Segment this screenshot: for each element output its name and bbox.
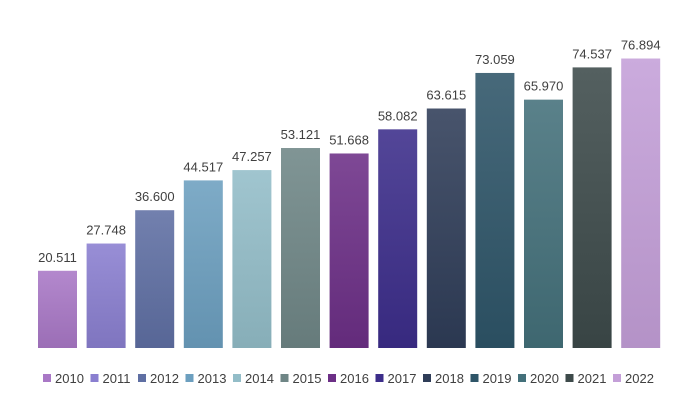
value-label-2018: 63.615 <box>426 88 466 103</box>
bar-2015 <box>281 148 320 348</box>
legend-swatch-2022 <box>613 374 621 382</box>
value-label-2020: 65.970 <box>524 79 564 94</box>
legend-label-2021: 2021 <box>578 371 607 386</box>
value-labels-group: 20.511 27.748 36.600 44.517 47.257 53.121 51.6… <box>38 38 660 265</box>
legend-label-2018: 2018 <box>435 371 464 386</box>
legend-label-2020: 2020 <box>530 371 559 386</box>
bar-2017 <box>378 129 418 348</box>
legend-label-2010: 2010 <box>55 371 84 386</box>
legend-label-2012: 2012 <box>150 371 179 386</box>
legend-label-2022: 2022 <box>625 371 654 386</box>
bar-2011 <box>86 243 126 348</box>
bar-2016 <box>329 153 369 348</box>
legend-swatch-2010 <box>43 374 51 382</box>
legend-swatch-2012 <box>138 374 146 382</box>
legend-swatch-2011 <box>90 374 99 382</box>
legend-swatch-2013 <box>185 374 194 382</box>
legend-label-2014: 2014 <box>245 371 274 386</box>
bar-2018 <box>426 108 466 348</box>
legend-swatch-2020 <box>518 374 526 382</box>
legend-swatch-2016 <box>328 374 336 382</box>
value-label-2013: 44.517 <box>183 159 223 174</box>
legend-swatch-2014 <box>233 374 241 382</box>
bar-2012 <box>135 210 175 348</box>
bars-group <box>38 58 661 349</box>
legend-swatch-2018 <box>423 374 431 382</box>
bar-2020 <box>524 99 563 348</box>
value-label-2012: 36.600 <box>135 189 175 204</box>
value-label-2019: 73.059 <box>475 52 515 67</box>
legend: 2010 2011 2012 2013 2014 2015 2016 2017 2018 2019… <box>43 371 654 386</box>
legend-label-2015: 2015 <box>293 371 322 386</box>
value-label-2010: 20.511 <box>38 250 77 265</box>
legend-label-2013: 2013 <box>198 371 227 386</box>
value-label-2011: 27.748 <box>86 223 126 238</box>
legend-swatch-2021 <box>565 374 574 382</box>
bar-2021 <box>572 67 612 349</box>
legend-swatch-2017 <box>375 374 384 382</box>
legend-label-2017: 2017 <box>388 371 417 386</box>
legend-label-2016: 2016 <box>340 371 369 386</box>
value-label-2015: 53.121 <box>281 127 321 142</box>
bar-2019 <box>475 72 515 349</box>
bar-2013 <box>183 180 223 348</box>
bar-2022 <box>621 58 661 349</box>
value-label-2017: 58.082 <box>378 108 418 123</box>
legend-swatch-2019 <box>470 374 479 382</box>
legend-swatch-2015 <box>280 374 289 382</box>
bar-2014 <box>232 170 272 348</box>
bar-2010 <box>38 270 77 348</box>
value-label-2022: 76.894 <box>621 38 661 53</box>
legend-label-2019: 2019 <box>483 371 512 386</box>
value-label-2014: 47.257 <box>232 149 272 164</box>
value-label-2021: 74.537 <box>572 46 612 61</box>
legend-label-2011: 2011 <box>103 371 131 386</box>
value-label-2016: 51.668 <box>329 132 369 147</box>
